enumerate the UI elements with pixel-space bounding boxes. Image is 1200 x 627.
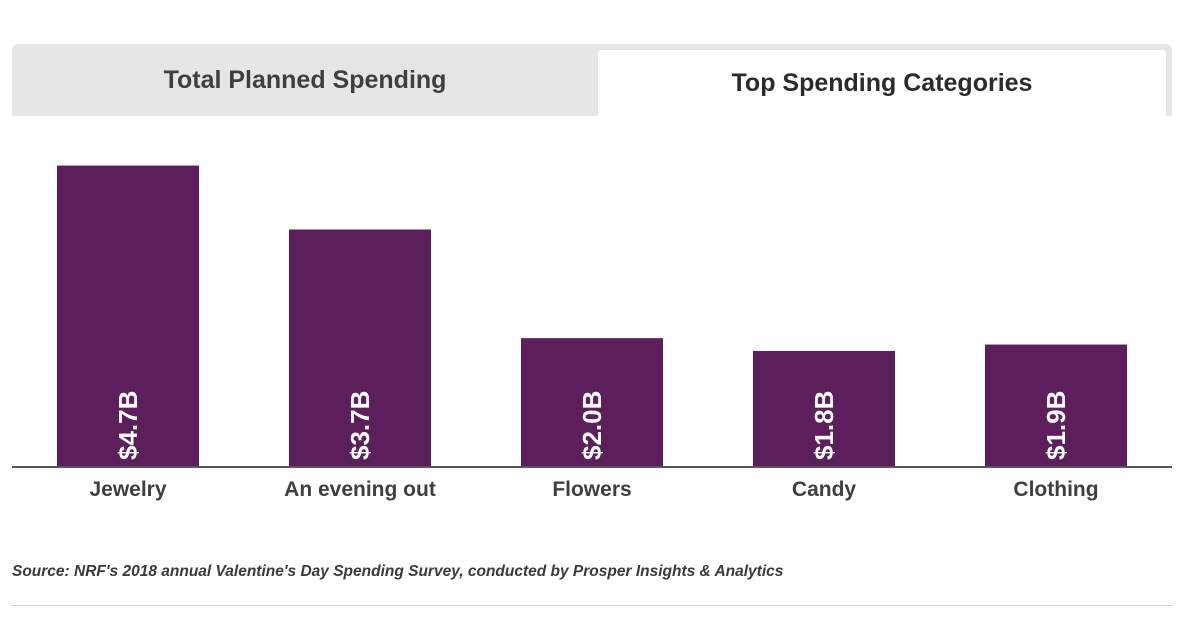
bar-value-label-2: $2.0B [577,391,607,460]
bar-value-label-1: $3.7B [345,391,375,460]
tab-top-spending-categories[interactable]: Top Spending Categories [598,50,1166,116]
category-label-1: An evening out [284,478,436,501]
bar-value-label-0: $4.7B [113,391,143,460]
bar-0 [57,165,199,466]
spending-bar-chart: $4.7B Jewelry $3.7B An evening out $2.0B Flow… [12,165,1172,501]
tab-total-planned-spending[interactable]: Total Planned Spending [163,65,447,94]
bar-value-label-3: $1.8B [809,391,839,460]
divider [12,605,1172,606]
category-label-4: Clothing [1013,478,1098,501]
bar-2 [521,338,663,466]
category-label-3: Candy [792,478,857,501]
bar-value-label-4: $1.9B [1041,391,1071,460]
bar-1 [289,229,431,466]
bar-3 [753,350,895,466]
tab-bar-edge [1166,50,1172,116]
category-label-0: Jewelry [89,478,166,501]
tab-bar: Total Planned Spending Top Spending Cate… [12,44,1172,116]
bar-4 [985,344,1127,466]
category-label-2: Flowers [552,478,631,501]
source-note: Source: NRF's 2018 annual Valentine's Da… [12,563,784,580]
